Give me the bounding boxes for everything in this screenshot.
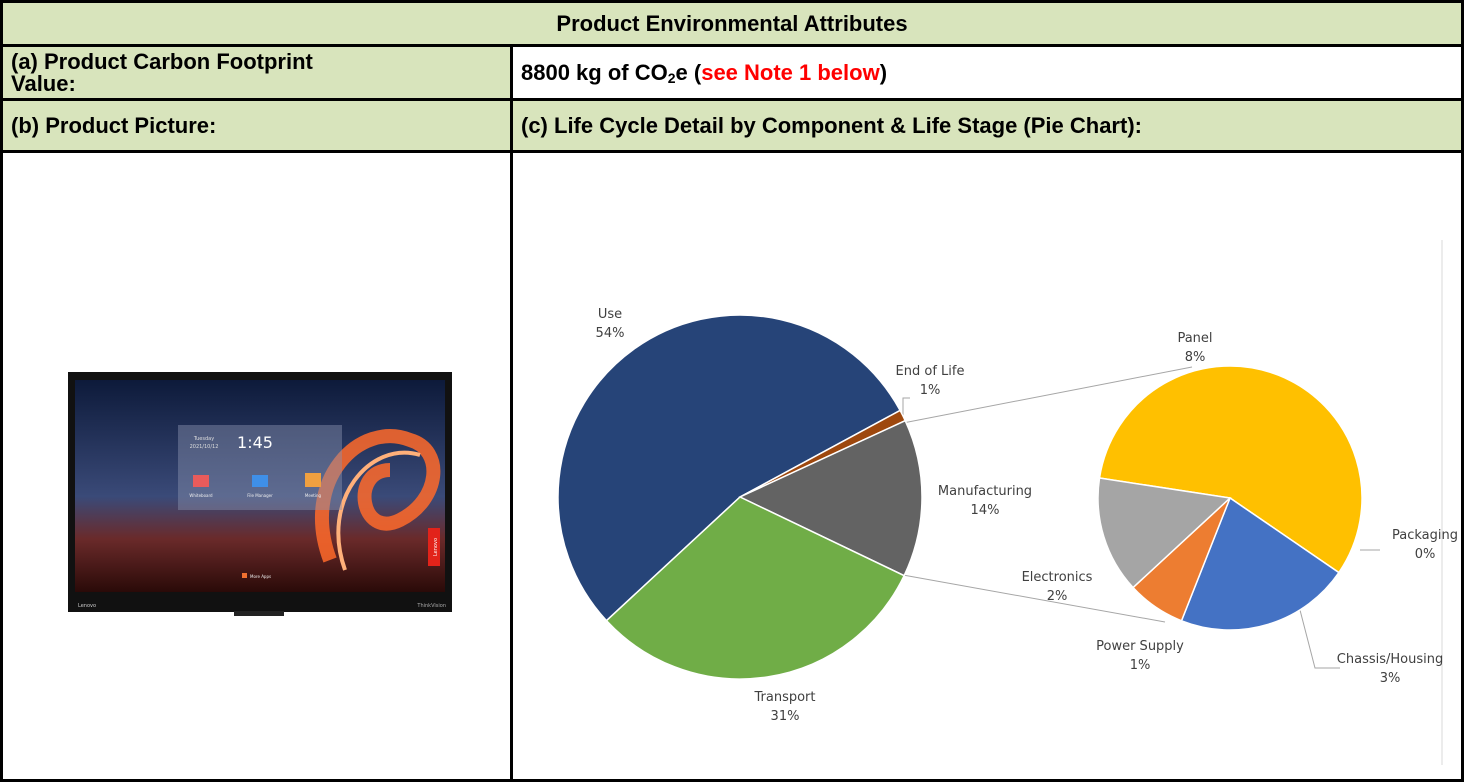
slice-label: Packaging [1392, 528, 1458, 543]
slice-label: Transport [753, 690, 815, 705]
slice-value-label: 31% [771, 709, 800, 724]
screen-clock: 1:45 [237, 433, 273, 452]
slice-value-label: 1% [1130, 658, 1151, 673]
slice-label: Manufacturing [938, 484, 1032, 499]
screen-text: More Apps [250, 574, 271, 579]
slice-label: Power Supply [1096, 639, 1184, 654]
screen-text: Whiteboard [189, 493, 213, 498]
product-image: Tuesday 2021/10/12 1:45 Whiteboard File … [68, 372, 452, 616]
tag-brand: Lenovo [433, 538, 439, 556]
app-icon [252, 475, 268, 487]
monitor-camera [234, 611, 284, 616]
app-icon [242, 573, 247, 578]
slice-value-label: 2% [1047, 589, 1068, 604]
page: Product Environmental Attributes (a) Pro… [0, 0, 1464, 782]
slice-label: Electronics [1022, 570, 1093, 585]
screen-text: Tuesday [193, 436, 214, 442]
screen-text: 2021/10/12 [190, 444, 219, 450]
slice-label: Panel [1177, 331, 1212, 346]
slice-label: End of Life [896, 364, 965, 379]
leader-line [1300, 610, 1340, 668]
bezel-model: ThinkVision [416, 603, 446, 609]
pie-chart: Use 54% End of Life 1% Manufacturing 14% Trans… [558, 240, 1458, 765]
app-icon [193, 475, 209, 487]
app-icon [305, 473, 321, 487]
drawing: Tuesday 2021/10/12 1:45 Whiteboard File … [0, 0, 1464, 782]
slice-value-label: 0% [1415, 547, 1436, 562]
slice-value-label: 3% [1380, 671, 1401, 686]
bezel-brand: Lenovo [78, 603, 96, 609]
slice-label: Use [598, 307, 622, 322]
screen-text: File Manager [247, 493, 273, 498]
slice-value-label: 14% [971, 503, 1000, 518]
slice-value-label: 54% [596, 326, 625, 341]
slice-label: Chassis/Housing [1337, 652, 1443, 667]
slice-value-label: 8% [1185, 350, 1206, 365]
screen-text: Meeting [305, 493, 322, 498]
slice-value-label: 1% [920, 383, 941, 398]
